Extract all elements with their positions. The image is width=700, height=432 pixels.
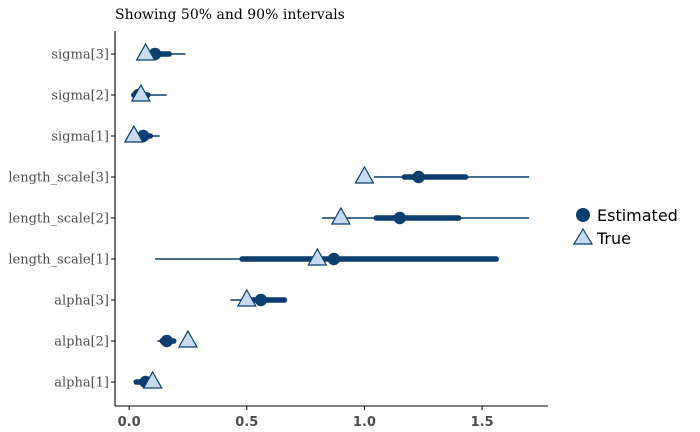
- estimate-point: [160, 334, 173, 348]
- true-value-marker: [354, 165, 375, 184]
- parameter-row: [133, 370, 163, 389]
- true-value-marker: [142, 370, 163, 389]
- parameter-row: [354, 165, 530, 184]
- legend-true-label: True: [596, 229, 631, 248]
- legend-estimated-label: Estimated: [597, 206, 678, 225]
- parameter-row: [130, 83, 167, 102]
- y-tick-label: alpha[3]: [54, 294, 109, 309]
- parameter-row: [123, 124, 160, 143]
- legend: Estimated True: [572, 206, 678, 248]
- y-tick-label: alpha[1]: [54, 376, 109, 391]
- parameter-row: [230, 288, 288, 307]
- y-tick-label: sigma[1]: [51, 130, 109, 145]
- x-tick-label: 0.0: [118, 415, 141, 430]
- legend-true-marker: [572, 227, 594, 245]
- x-tick-label: 1.0: [353, 415, 376, 430]
- true-value-marker: [236, 288, 257, 307]
- estimate-point: [412, 170, 425, 184]
- true-value-marker: [123, 124, 144, 143]
- true-value-marker: [307, 247, 328, 266]
- chart-subtitle: Showing 50% and 90% intervals: [115, 7, 345, 23]
- true-value-marker: [130, 83, 151, 102]
- true-value-marker: [330, 206, 351, 225]
- y-tick-label: length_scale[3]: [8, 171, 109, 186]
- parameter-row: [157, 329, 198, 348]
- y-tick-label: sigma[2]: [51, 89, 109, 104]
- parameter-row: [322, 206, 530, 225]
- axes: 0.0 0.5 1.0 1.5 sigma[3] sigma[2] sigma[1] leng…: [8, 31, 548, 430]
- interval-marks: [123, 42, 530, 389]
- y-tick-label: length_scale[2]: [8, 212, 109, 227]
- estimate-point: [254, 293, 268, 307]
- parameter-row: [135, 42, 186, 61]
- parameter-row: [155, 247, 499, 266]
- x-tick-label: 0.5: [235, 415, 258, 430]
- y-tick-label: sigma[3]: [51, 48, 109, 63]
- y-tick-label: length_scale[1]: [8, 253, 109, 268]
- true-value-marker: [177, 329, 198, 348]
- estimate-point: [393, 211, 406, 225]
- estimate-point: [327, 252, 341, 266]
- legend-estimated-marker: [576, 208, 590, 222]
- x-tick-label: 1.5: [471, 415, 494, 430]
- true-value-marker: [135, 42, 156, 61]
- y-tick-label: alpha[2]: [54, 335, 109, 350]
